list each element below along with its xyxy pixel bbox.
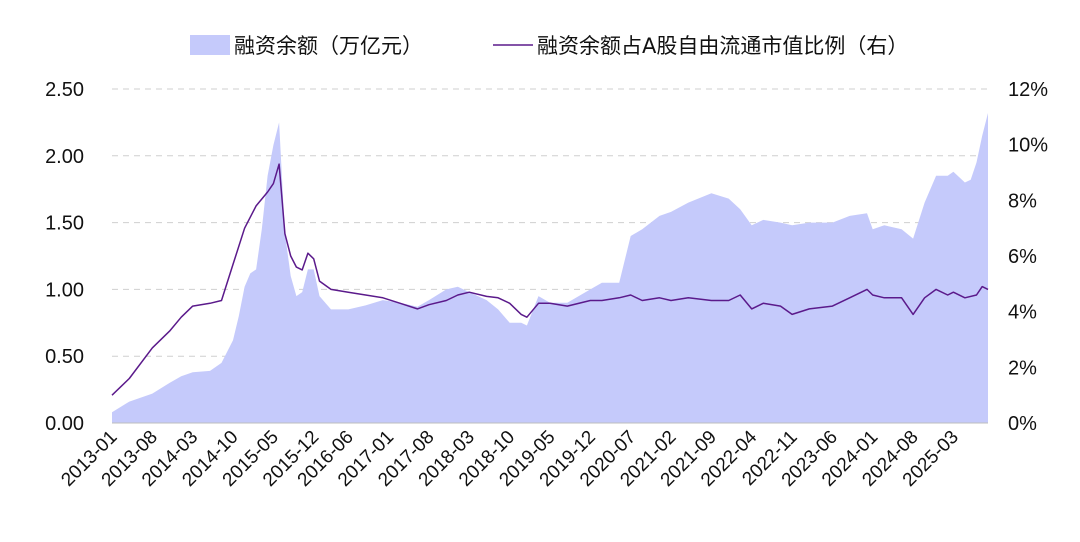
- y-right-tick-label: 0%: [1008, 413, 1037, 435]
- y-left-tick-label: 1.00: [45, 279, 84, 301]
- left-axis-ticks: 0.00 0.50 1.00 1.50 2.00 2.50: [45, 79, 84, 435]
- y-right-tick-label: 12%: [1008, 79, 1048, 101]
- y-left-tick-label: 2.00: [45, 146, 84, 168]
- y-left-tick-label: 0.00: [45, 413, 84, 435]
- y-right-tick-label: 4%: [1008, 302, 1037, 324]
- y-right-tick-label: 6%: [1008, 246, 1037, 268]
- x-axis-ticks: 2013-012013-082014-032014-102015-052015-…: [57, 422, 988, 491]
- line-series-layer: [111, 163, 989, 396]
- line-series-margin-ratio: [111, 163, 989, 396]
- legend-label-area: 融资余额（万亿元）: [234, 34, 423, 58]
- y-right-tick-label: 10%: [1008, 135, 1048, 157]
- y-left-tick-label: 1.50: [45, 213, 84, 235]
- area-series-margin-balance: [112, 113, 988, 423]
- y-right-tick-label: 8%: [1008, 190, 1037, 212]
- legend-label-line: 融资余额占A股自由流通市值比例（右）: [537, 34, 908, 58]
- y-left-tick-label: 2.50: [45, 79, 84, 101]
- legend-swatch-area: [190, 35, 230, 55]
- y-left-tick-label: 0.50: [45, 346, 84, 368]
- area-series-layer: [112, 113, 988, 423]
- legend: 融资余额（万亿元） 融资余额占A股自由流通市值比例（右）: [190, 34, 908, 58]
- y-right-tick-label: 2%: [1008, 357, 1037, 379]
- right-axis-ticks: 0% 2% 4% 6% 8% 10% 12%: [1008, 79, 1048, 435]
